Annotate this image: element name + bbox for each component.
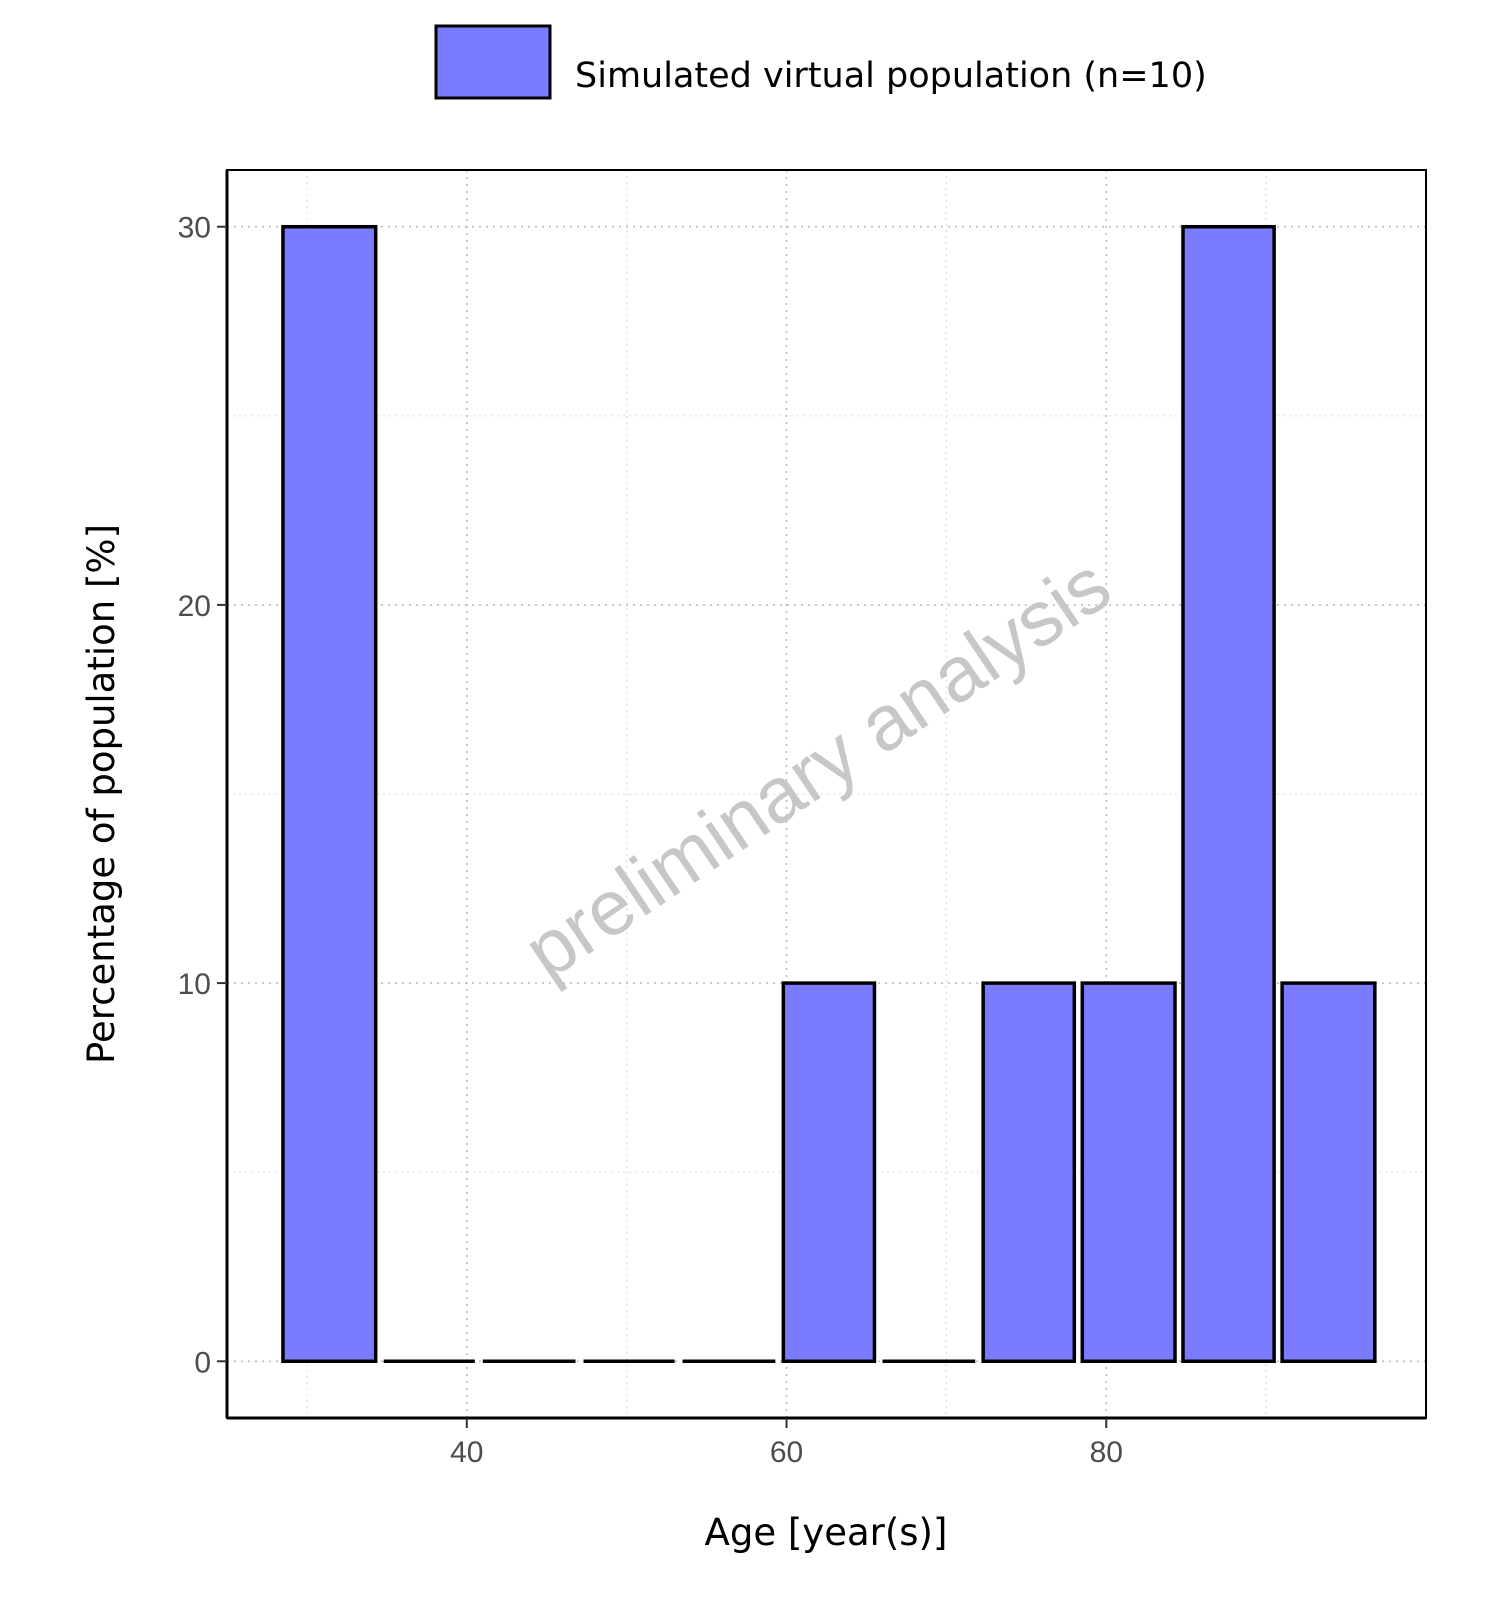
- y-tick-label: 10: [178, 968, 211, 1001]
- watermark: preliminary analysis: [508, 540, 1125, 996]
- histogram-bar: [781, 981, 877, 1364]
- plot-panel: preliminary analysis 0 10 20 30 40 60 80: [178, 169, 1427, 1469]
- histogram-bar: [1280, 981, 1377, 1364]
- y-axis-ticks: 0 10 20 30: [178, 212, 227, 1379]
- histogram-bar: [981, 981, 1077, 1364]
- x-axis-ticks: 40 60 80: [450, 1418, 1123, 1469]
- legend-label: Simulated virtual population (n=10): [575, 56, 1207, 96]
- bars: [281, 224, 1377, 1364]
- y-tick-label: 0: [194, 1346, 211, 1379]
- x-tick-label: 80: [1090, 1436, 1123, 1469]
- histogram-bar: [281, 224, 378, 1364]
- x-axis-title: Age [year(s)]: [705, 1511, 948, 1554]
- y-axis-title: Percentage of population [%]: [80, 524, 123, 1064]
- y-tick-label: 30: [178, 212, 211, 245]
- histogram-bar: [1181, 224, 1276, 1364]
- histogram-bar: [1080, 981, 1177, 1364]
- y-tick-label: 20: [178, 590, 211, 623]
- x-tick-label: 60: [770, 1436, 803, 1469]
- x-tick-label: 40: [450, 1436, 483, 1469]
- legend-swatch: [434, 24, 552, 100]
- legend: Simulated virtual population (n=10): [434, 24, 1207, 100]
